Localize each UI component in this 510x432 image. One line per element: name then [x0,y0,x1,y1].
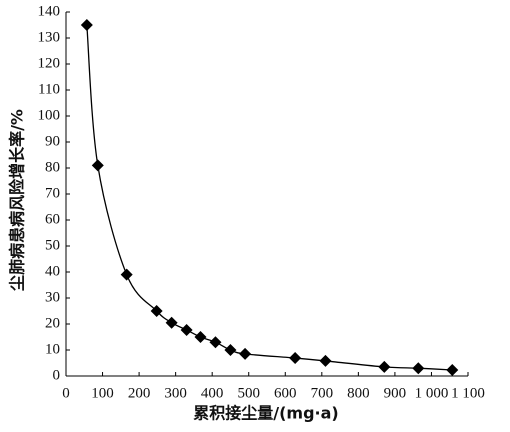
curve [86,24,453,371]
y-tick-label: 30 [45,289,60,305]
marker [80,19,93,31]
y-tick-label: 80 [45,159,60,175]
y-tick-label: 10 [45,341,60,357]
y-tick-label: 130 [38,29,61,45]
marker [194,331,207,343]
x-tick-label: 1 100 [451,385,485,401]
x-tick-label: 400 [201,385,224,401]
y-tick-label: 40 [45,263,60,279]
marker [289,352,302,365]
x-tick-label: 200 [128,385,151,401]
marker [446,364,459,377]
x-tick-label: 900 [384,385,407,401]
x-tick-label: 800 [347,385,370,401]
marker [180,323,193,336]
y-tick-label: 0 [53,367,61,383]
x-tick-label: 600 [274,385,297,401]
y-tick-label: 100 [38,107,61,123]
y-tick-label: 110 [38,81,60,97]
x-tick-label: 500 [237,385,260,401]
x-tick-label: 100 [91,385,114,401]
y-tick-label: 60 [45,211,60,227]
x-tick-label: 700 [311,385,334,401]
marker [165,316,178,329]
marker [319,354,332,367]
y-tick-label: 70 [45,185,60,201]
marker [378,360,391,373]
x-tick-label: 1 000 [415,385,449,401]
x-tick-label: 300 [164,385,187,401]
marker [91,159,104,172]
marker [209,336,222,349]
marker [412,362,425,375]
marker [239,347,252,360]
y-axis-title: 尘肺病患病风险增长率/% [8,109,27,291]
x-axis-title: 累积接尘量/(mg·a) [193,404,338,423]
y-tick-label: 50 [45,237,60,253]
y-tick-label: 120 [38,55,61,71]
y-tick-label: 140 [38,3,61,19]
y-tick-label: 90 [45,133,60,149]
marker [150,305,163,317]
x-tick-label: 0 [62,385,70,401]
marker [120,268,133,281]
y-tick-label: 20 [45,315,60,331]
marker [224,344,237,356]
